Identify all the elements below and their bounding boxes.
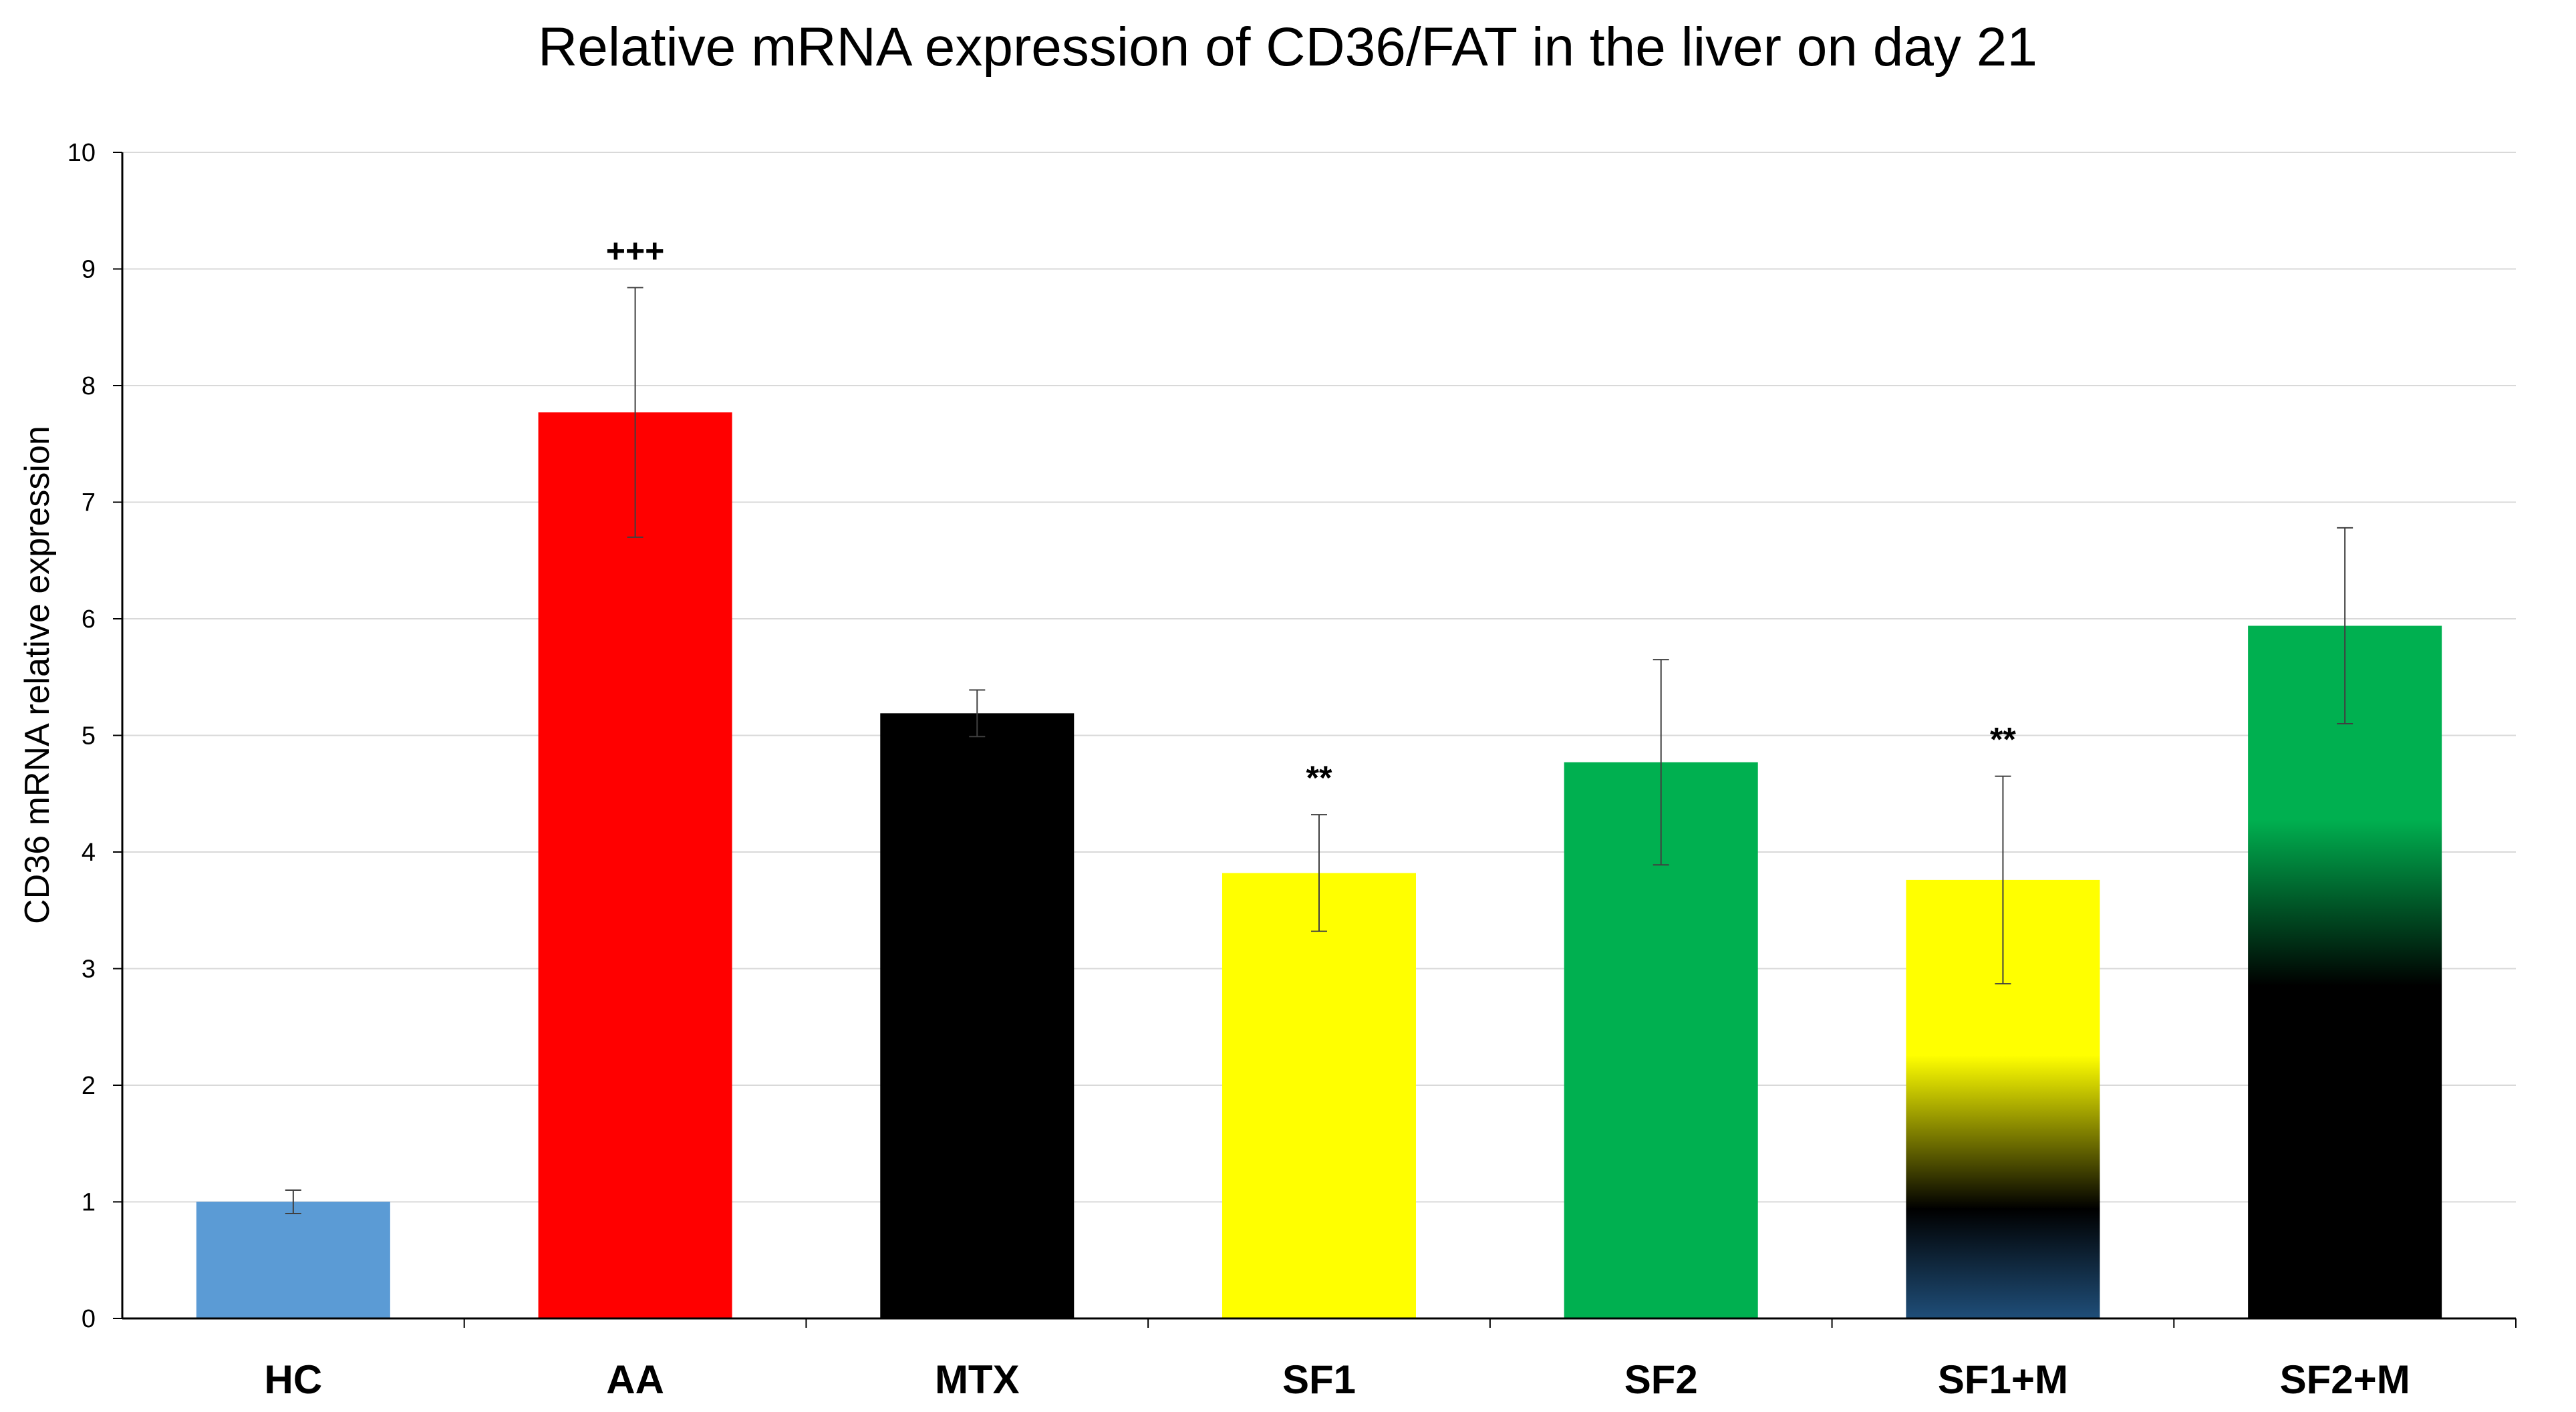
bar-mtx bbox=[880, 713, 1075, 1318]
y-tick-label: 2 bbox=[82, 1072, 96, 1100]
x-tick-label: SF2 bbox=[1624, 1357, 1698, 1402]
x-tick-label: SF1 bbox=[1282, 1357, 1356, 1402]
significance-marker: +++ bbox=[606, 232, 665, 269]
y-axis-title: CD36 mRNA relative expression bbox=[18, 426, 57, 924]
significance-marker: ** bbox=[1306, 759, 1332, 797]
y-tick-label: 6 bbox=[82, 605, 96, 633]
y-tick-label: 5 bbox=[82, 722, 96, 750]
significance-annotations: +++ ** ** bbox=[606, 232, 2017, 797]
bars bbox=[196, 412, 2442, 1318]
gridlines bbox=[122, 152, 2516, 1203]
y-tick-label: 0 bbox=[82, 1305, 96, 1333]
x-tick-label: HC bbox=[265, 1357, 323, 1402]
y-axis-ticks: 0 1 2 3 4 5 6 7 8 9 10 bbox=[67, 139, 122, 1333]
y-tick-label: 8 bbox=[82, 372, 96, 400]
y-tick-label: 10 bbox=[67, 139, 96, 167]
y-tick-label: 1 bbox=[82, 1189, 96, 1217]
y-tick-label: 9 bbox=[82, 256, 96, 284]
error-bars bbox=[285, 287, 2353, 1214]
significance-marker: ** bbox=[1990, 721, 2016, 758]
x-tick-label: MTX bbox=[935, 1357, 1020, 1402]
x-tick-label: SF1+M bbox=[1938, 1357, 2068, 1402]
x-tick-label: AA bbox=[606, 1357, 664, 1402]
y-tick-label: 3 bbox=[82, 956, 96, 984]
y-tick-label: 4 bbox=[82, 839, 96, 867]
bar-aa bbox=[538, 412, 732, 1318]
y-tick-label: 7 bbox=[82, 489, 96, 517]
chart-title: Relative mRNA expression of CD36/FAT in … bbox=[538, 17, 2037, 78]
x-axis-ticks: HC AA MTX SF1 SF2 SF1+M SF2+M bbox=[265, 1318, 2517, 1402]
bar-hc bbox=[196, 1202, 390, 1318]
x-tick-label: SF2+M bbox=[2280, 1357, 2410, 1402]
bar-sf1 bbox=[1222, 873, 1416, 1318]
bar-sf2-plus-m bbox=[2248, 625, 2442, 1318]
